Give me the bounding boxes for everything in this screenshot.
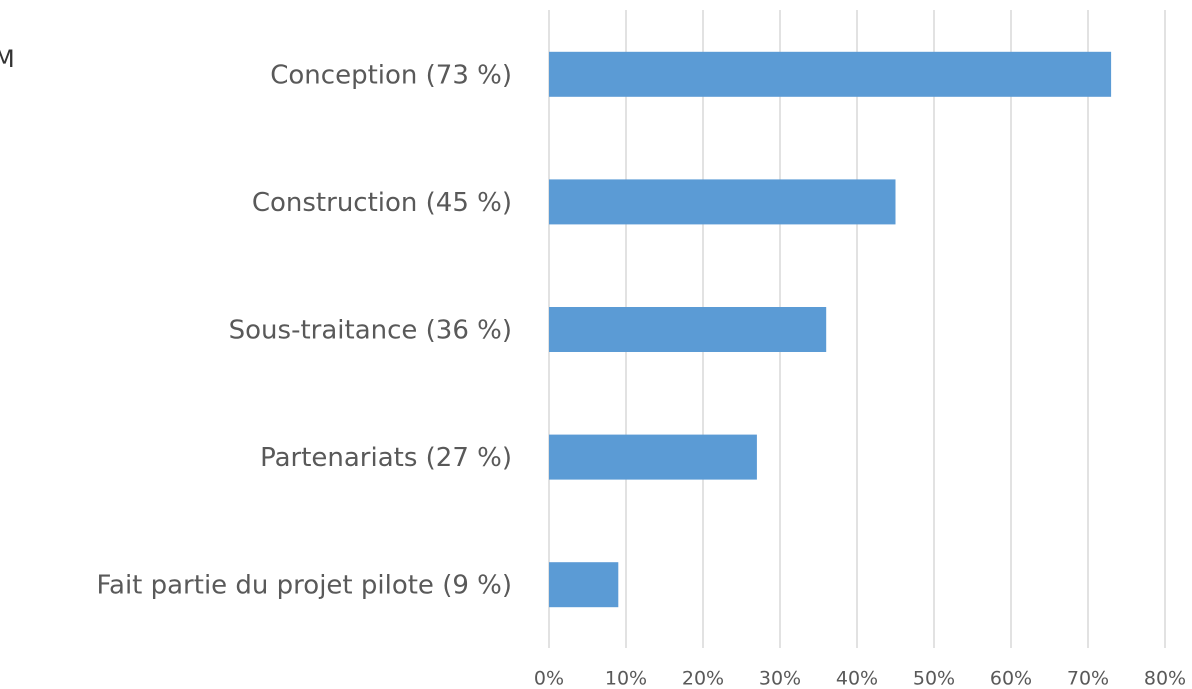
x-tick-label: 40% bbox=[836, 668, 878, 689]
bar bbox=[549, 562, 619, 608]
bar bbox=[549, 51, 1112, 97]
y-tick-label: Conception (73 %) bbox=[270, 60, 512, 90]
bar bbox=[549, 307, 827, 352]
y-tick-label: Partenariats (27 %) bbox=[260, 443, 512, 473]
x-tick-label: 30% bbox=[759, 668, 801, 689]
bar bbox=[549, 179, 896, 225]
y-tick-label: Sous-traitance (36 %) bbox=[229, 316, 512, 346]
y-tick-label: Construction (45 %) bbox=[252, 188, 512, 218]
x-tick-label: 70% bbox=[1067, 668, 1109, 689]
y-tick-label: Fait partie du projet pilote (9 %) bbox=[96, 571, 512, 601]
x-tick-label: 0% bbox=[534, 668, 564, 689]
x-tick-label: 80% bbox=[1144, 668, 1186, 689]
annotation: M bbox=[0, 45, 15, 73]
x-tick-label: 20% bbox=[682, 668, 724, 689]
x-tick-label: 10% bbox=[605, 668, 647, 689]
x-tick-label: 50% bbox=[913, 668, 955, 689]
x-tick-label: 60% bbox=[990, 668, 1032, 689]
bar bbox=[549, 434, 757, 480]
